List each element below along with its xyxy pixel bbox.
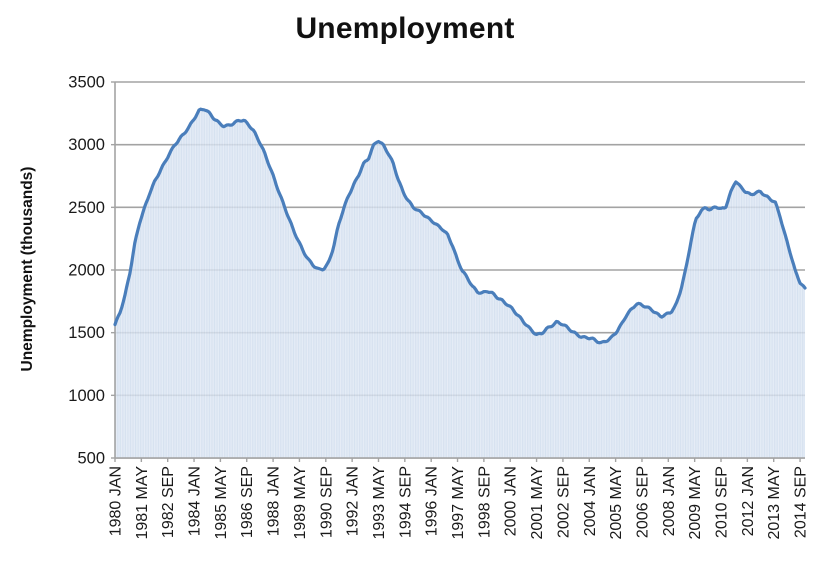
x-tick-label: 1994 SEP [397,466,414,538]
x-tick-label: 2002 SEP [555,466,572,538]
x-tick-label: 1989 MAY [292,466,309,540]
x-tick-label: 1996 JAN [424,466,441,536]
x-tick-label: 2013 MAY [766,466,783,540]
y-tick-label: 1500 [68,324,105,342]
x-tick-label: 1982 SEP [160,466,177,538]
x-tick-label: 2012 JAN [740,466,757,536]
x-tick-label: 1986 SEP [239,466,256,538]
x-tick-label: 1997 MAY [450,466,467,540]
x-tick-label: 2008 JAN [661,466,678,536]
x-tick-label: 1984 JAN [187,466,204,536]
series-line [113,107,807,345]
x-tick-label: 2009 MAY [687,466,704,540]
x-tick-label: 1990 SEP [318,466,335,538]
x-tick-label: 1988 JAN [266,466,283,536]
x-tick-label: 1998 SEP [476,466,493,538]
x-tick-label: 2010 SEP [714,466,731,538]
x-tick-label: 1993 MAY [371,466,388,540]
x-tick-label: 2006 SEP [634,466,651,538]
area-fill [115,109,805,458]
x-tick-label: 2000 JAN [503,466,520,536]
x-tick-label: 2005 MAY [608,466,625,540]
chart-title: Unemployment [295,12,515,45]
y-tick-label: 3000 [68,136,105,154]
x-tick-label: 1981 MAY [134,466,151,540]
x-tick-label: 1985 MAY [213,466,230,540]
x-tick-label: 1980 JAN [108,466,125,536]
y-tick-label: 2500 [68,199,105,217]
y-axis-title: Unemployment (thousands) [19,166,36,372]
x-tick-label: 2004 JAN [582,466,599,536]
y-tick-label: 500 [77,450,105,468]
x-tick-label: 2014 SEP [793,466,810,538]
x-tick-label: 2001 MAY [529,466,546,540]
x-tick-label: 1992 JAN [345,466,362,536]
y-tick-label: 2000 [68,262,105,280]
y-tick-label: 1000 [68,387,105,405]
y-tick-label: 3500 [68,74,105,92]
